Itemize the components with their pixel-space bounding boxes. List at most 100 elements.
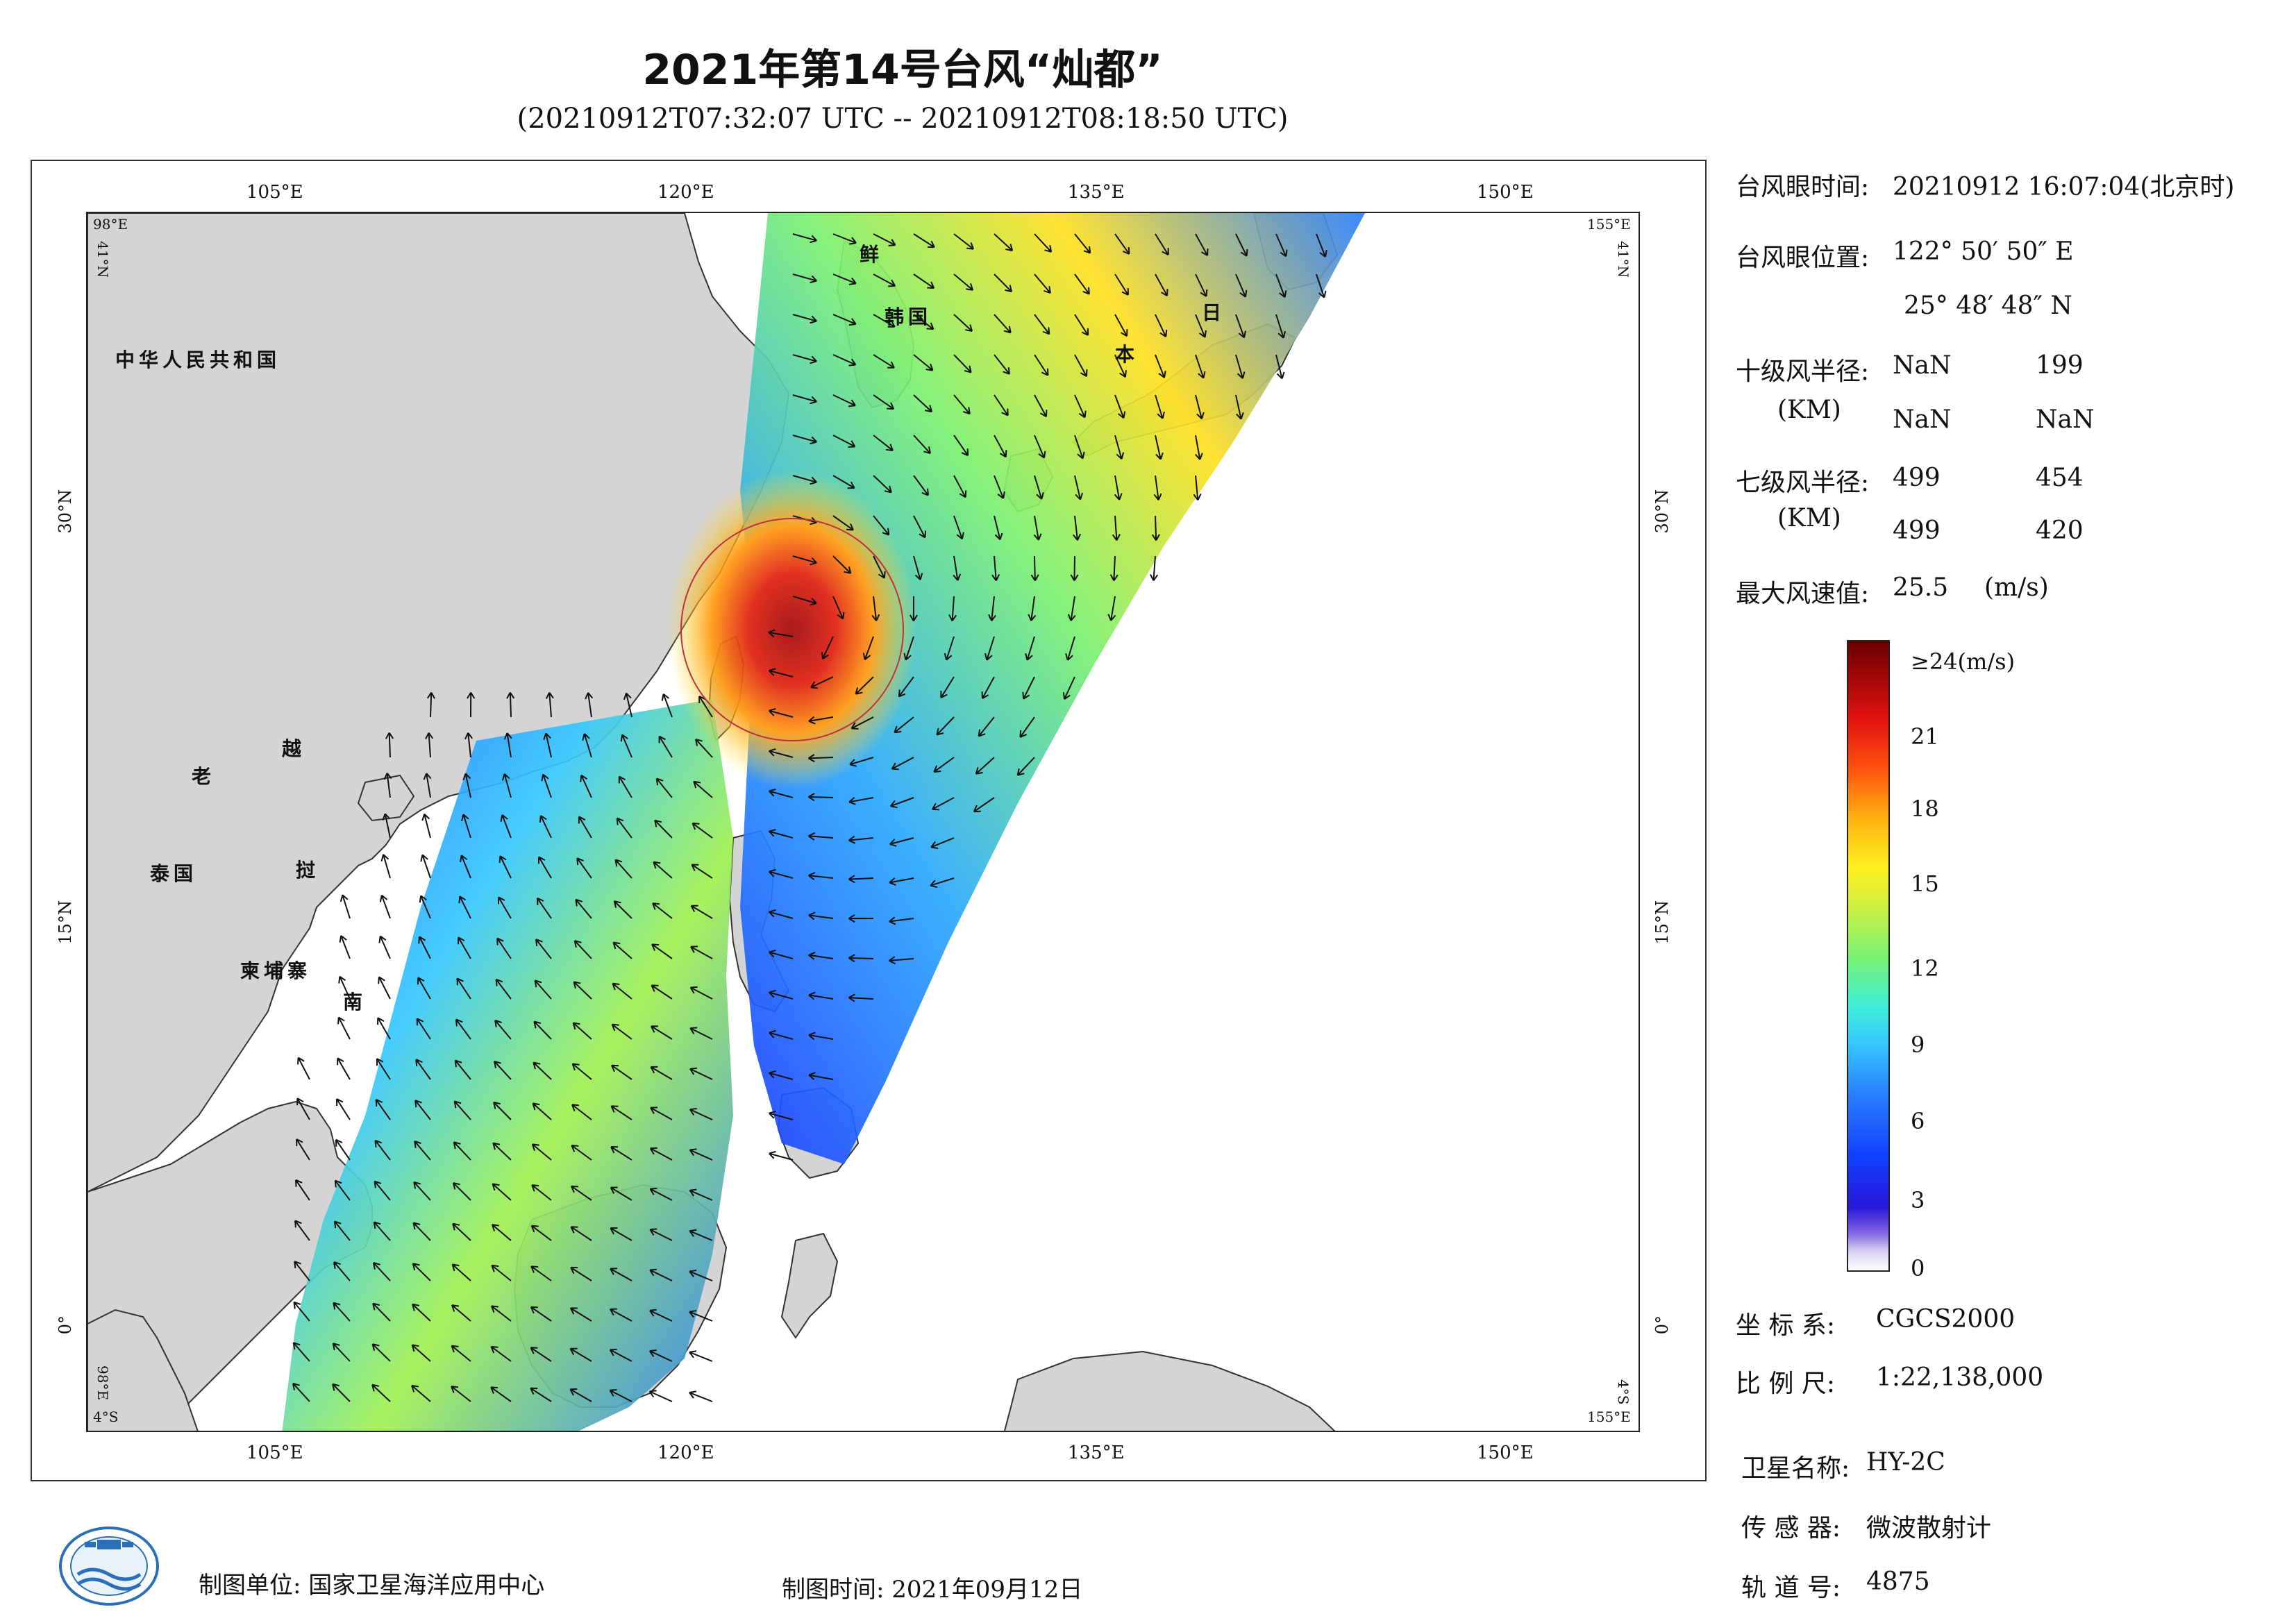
wind-vector bbox=[689, 1311, 713, 1322]
wind-vector-head bbox=[810, 681, 818, 689]
wind-vector bbox=[571, 1104, 592, 1120]
wind-vector bbox=[691, 864, 713, 879]
wind-vector bbox=[936, 716, 955, 736]
wind-vector bbox=[649, 1390, 673, 1402]
wind-vector-head bbox=[966, 283, 974, 291]
hainan bbox=[357, 774, 415, 822]
wind-vector-head bbox=[414, 1140, 421, 1148]
wind-vector bbox=[946, 636, 955, 661]
wind-vector bbox=[808, 875, 834, 879]
wind-vector-head bbox=[769, 788, 776, 797]
footer-date: 制图时间: 2021年09月12日 bbox=[782, 1576, 1083, 1604]
wind-vector bbox=[535, 939, 552, 959]
wind-vector-head bbox=[337, 1057, 344, 1066]
corner-tl-lon: 98°E bbox=[93, 216, 128, 233]
wind-vector bbox=[542, 774, 552, 798]
wind-vector bbox=[495, 979, 512, 1000]
wind-vector-head bbox=[769, 989, 776, 998]
wind-vector-head bbox=[925, 363, 934, 371]
wind-vector-head bbox=[848, 440, 856, 448]
wind-vector bbox=[337, 1016, 351, 1040]
wind-vector-head bbox=[453, 1141, 461, 1150]
wind-vector bbox=[1114, 354, 1126, 378]
wind-vector bbox=[1074, 475, 1082, 500]
wind-vector bbox=[1195, 274, 1207, 297]
wind-vector bbox=[574, 940, 592, 959]
wind-vector bbox=[913, 394, 932, 412]
wind-vector bbox=[1074, 394, 1086, 418]
wind-vector-head bbox=[335, 1138, 343, 1147]
map-title: 2021年第14号台风“灿都” bbox=[642, 46, 1163, 94]
wind-vector-head bbox=[610, 1186, 618, 1194]
wind-vector bbox=[769, 1152, 794, 1161]
wind-vector-head bbox=[451, 1345, 459, 1353]
wind-vector-head bbox=[848, 914, 855, 923]
wind-vector-head bbox=[769, 1029, 776, 1038]
wind-vector-head bbox=[614, 859, 623, 867]
wind-vector-head bbox=[1276, 371, 1285, 380]
wind-vector-head bbox=[648, 1390, 657, 1398]
r7-se: 454 bbox=[2036, 464, 2084, 492]
wind-vector-head bbox=[844, 566, 852, 574]
map-canvas bbox=[87, 213, 1365, 1431]
wind-vector bbox=[379, 936, 391, 959]
wind-vector-head bbox=[1319, 249, 1327, 258]
wind-vector bbox=[649, 1269, 673, 1281]
wind-vector-head bbox=[944, 653, 953, 661]
wind-vector-head bbox=[848, 875, 855, 884]
wind-vector-head bbox=[1193, 493, 1202, 501]
wind-vector-head bbox=[461, 814, 469, 822]
wind-vector-head bbox=[654, 819, 662, 827]
wind-vector bbox=[953, 314, 973, 332]
wind-vector bbox=[930, 837, 955, 848]
wind-vector-head bbox=[808, 872, 816, 881]
r10-ne: NaN bbox=[1893, 351, 1952, 380]
wind-vector bbox=[769, 750, 794, 758]
wind-vector bbox=[1074, 274, 1090, 295]
wind-vector bbox=[1235, 394, 1242, 419]
wind-vector bbox=[1073, 555, 1075, 581]
wind-vector-head bbox=[379, 894, 388, 902]
wind-vector bbox=[292, 1342, 310, 1362]
wind-vector bbox=[610, 1105, 632, 1120]
wind-vector bbox=[374, 1180, 391, 1201]
wind-vector-head bbox=[1044, 244, 1053, 253]
wind-vector-head bbox=[380, 854, 389, 861]
wind-vector-head bbox=[1121, 288, 1129, 296]
wind-vector bbox=[649, 1229, 673, 1241]
wind-vector-head bbox=[898, 689, 906, 698]
wind-vector bbox=[769, 670, 794, 678]
wind-vector bbox=[832, 596, 844, 619]
wind-vector bbox=[380, 895, 391, 919]
wind-vector-head bbox=[821, 652, 829, 659]
wind-vector bbox=[412, 1222, 431, 1241]
wind-vector-head bbox=[810, 598, 817, 606]
wind-vector-head bbox=[964, 365, 972, 373]
wind-vector-head bbox=[460, 855, 468, 863]
wind-vector-head bbox=[378, 976, 385, 984]
wind-vector bbox=[991, 596, 995, 621]
right-lat-tick: 0° bbox=[1652, 1315, 1672, 1335]
wind-vector bbox=[536, 898, 552, 919]
wind-vector-head bbox=[1005, 244, 1014, 251]
wind-vector-head bbox=[689, 1269, 697, 1278]
wind-vector bbox=[1074, 233, 1091, 254]
wind-vector bbox=[1023, 676, 1035, 700]
wind-vector-head bbox=[1235, 412, 1244, 420]
wind-vector bbox=[373, 1221, 391, 1241]
wind-vector bbox=[621, 734, 632, 758]
map-plot[interactable]: 98°E 155°E 4°S 155°E 4°S 41°N 41°N 98°E … bbox=[86, 212, 1640, 1432]
eye-position-lat: 25° 48′ 48″ N bbox=[1904, 292, 2072, 320]
wind-vector-head bbox=[610, 1268, 618, 1275]
wind-vector bbox=[994, 314, 1012, 334]
wind-vector bbox=[994, 555, 997, 581]
wind-vector-head bbox=[1044, 286, 1051, 294]
map-frame bbox=[31, 160, 1707, 1481]
wind-vector bbox=[951, 596, 955, 621]
wind-vector bbox=[388, 732, 391, 758]
wind-vector bbox=[1034, 555, 1036, 581]
wind-vector-head bbox=[616, 817, 624, 825]
wind-vector bbox=[583, 733, 592, 758]
wind-vector-head bbox=[541, 773, 549, 782]
wind-vector-head bbox=[661, 693, 670, 701]
